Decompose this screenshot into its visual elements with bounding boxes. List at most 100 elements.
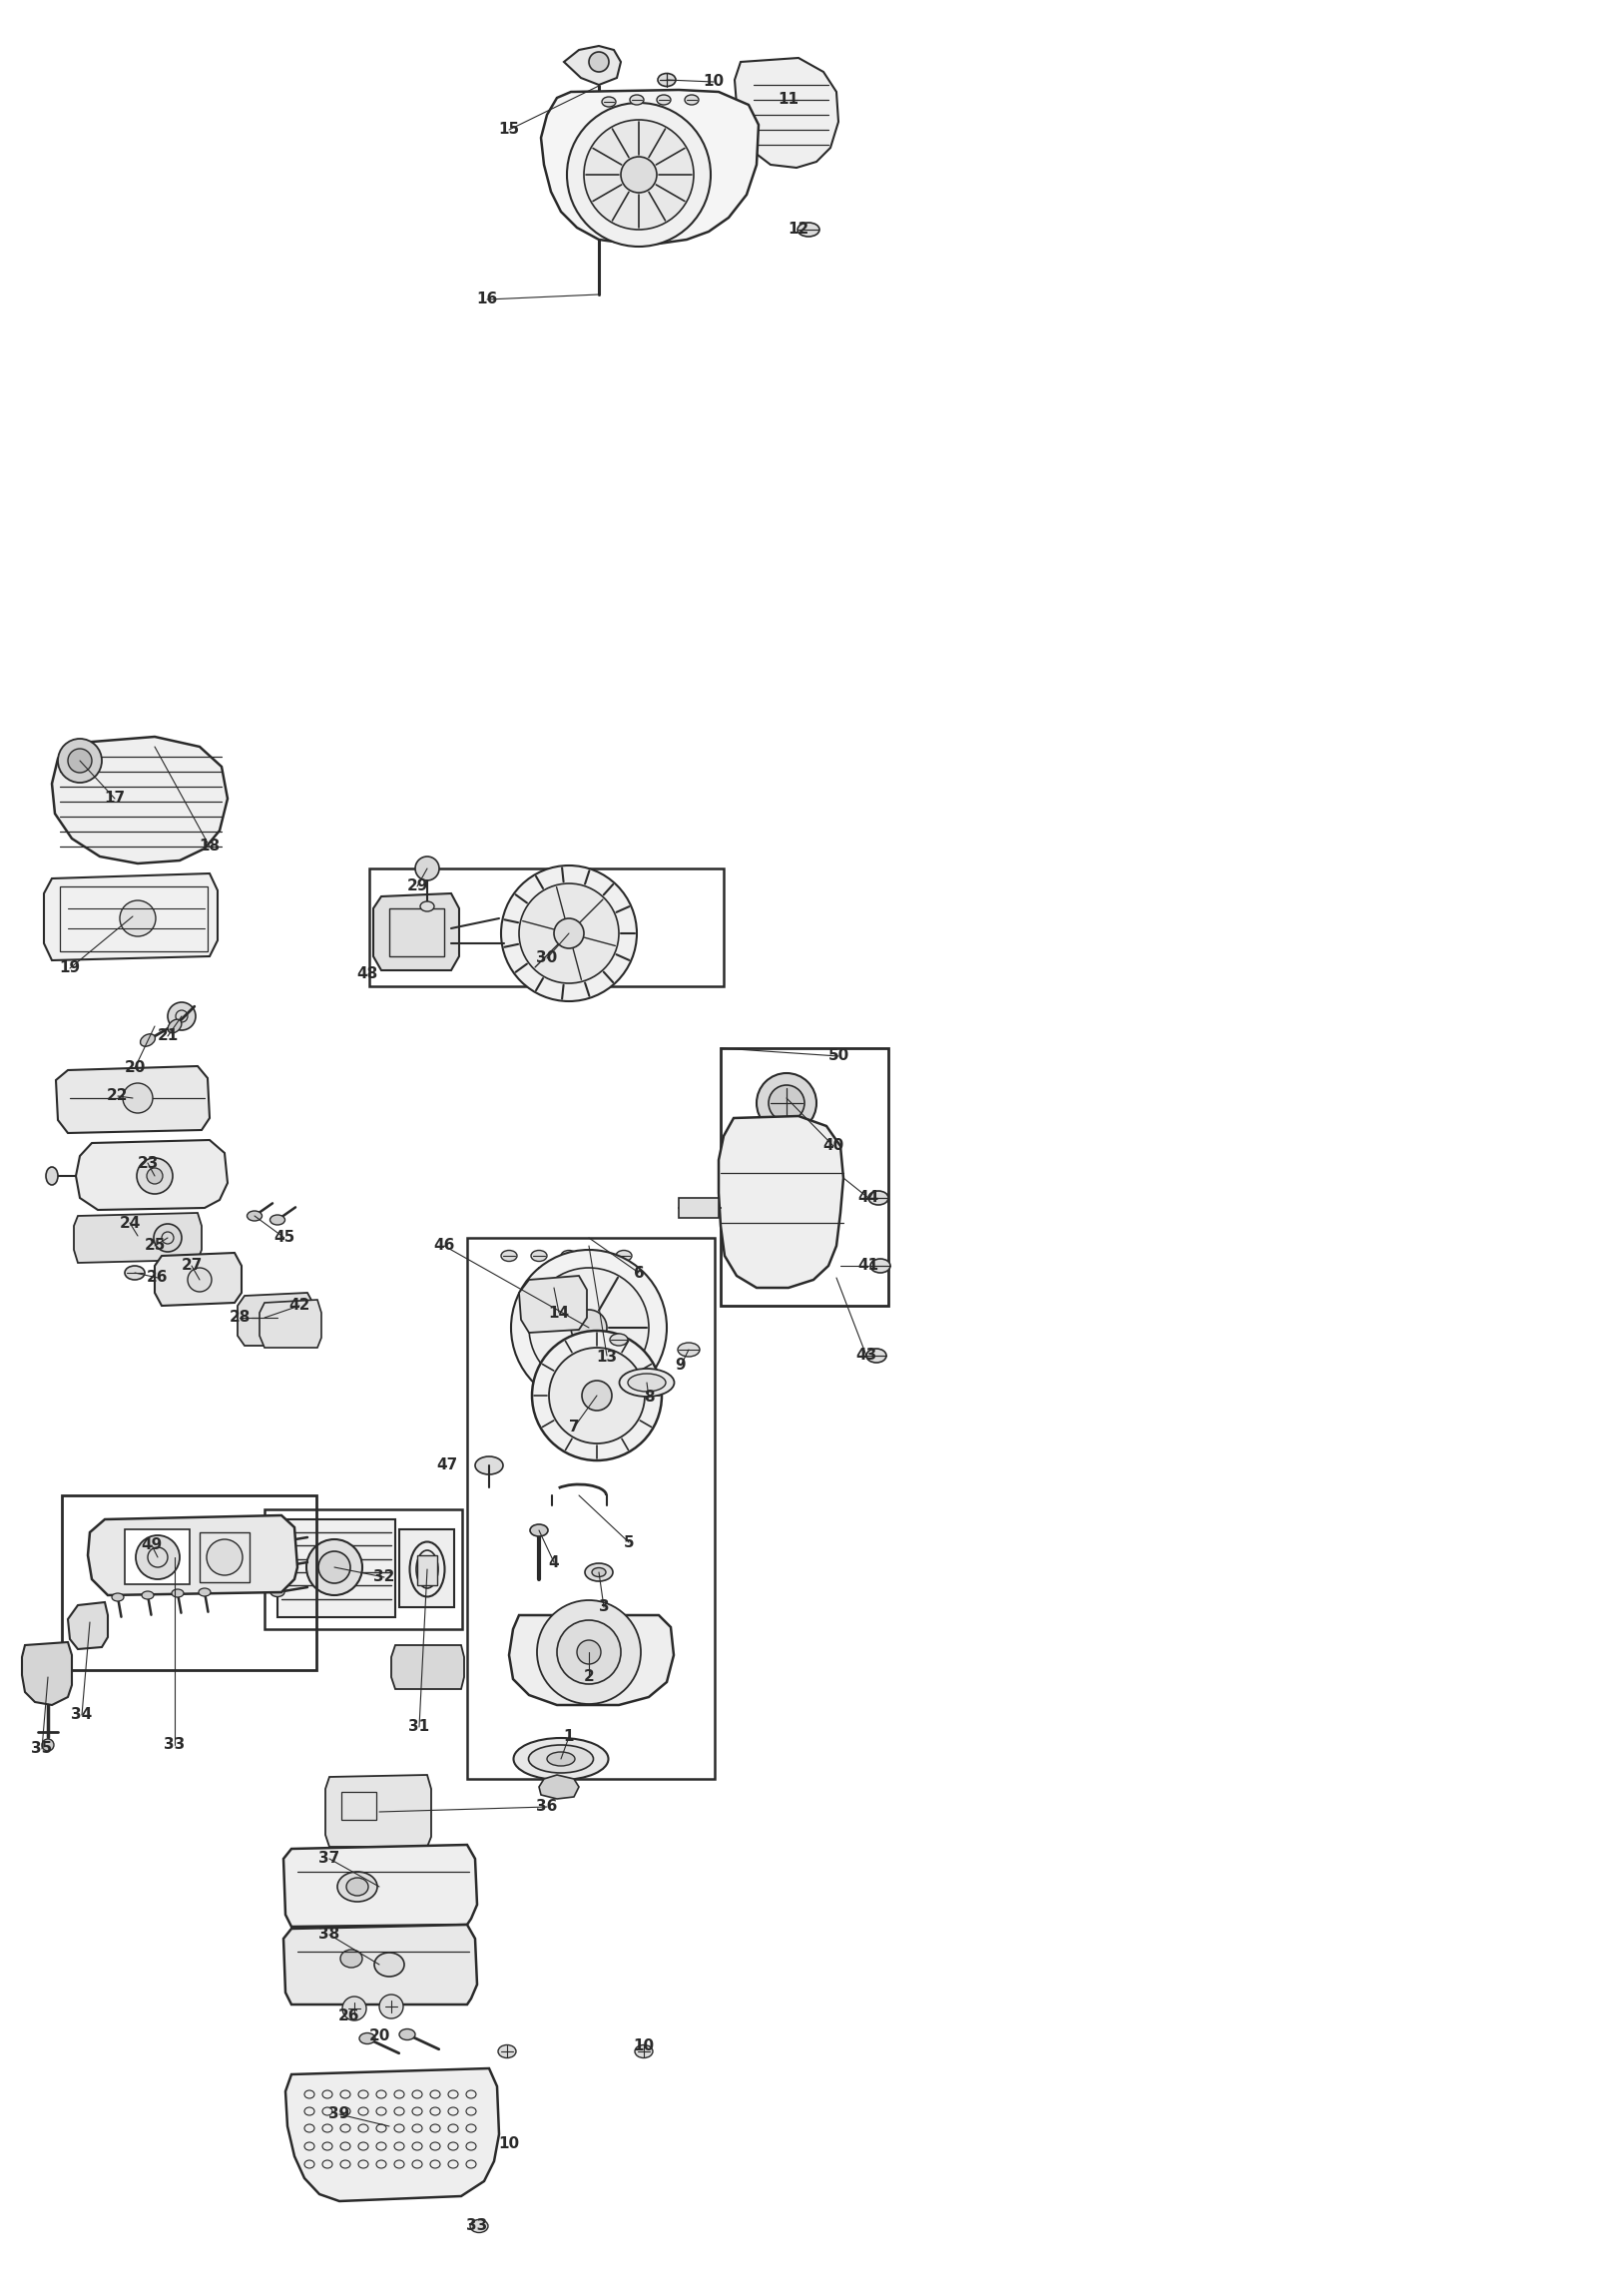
- Polygon shape: [22, 1642, 72, 1706]
- Text: 40: 40: [822, 1139, 845, 1153]
- Text: 24: 24: [120, 1215, 141, 1231]
- Bar: [390, 909, 444, 957]
- Ellipse shape: [585, 1564, 613, 1582]
- Text: 43: 43: [856, 1348, 877, 1364]
- Polygon shape: [540, 1775, 578, 1798]
- Circle shape: [168, 1003, 195, 1031]
- Bar: [265, 1508, 462, 1630]
- Ellipse shape: [628, 1373, 666, 1391]
- Text: 28: 28: [228, 1311, 251, 1325]
- Ellipse shape: [616, 1251, 632, 1261]
- Polygon shape: [286, 2069, 498, 2202]
- Ellipse shape: [270, 1215, 284, 1224]
- Ellipse shape: [589, 1251, 605, 1261]
- Circle shape: [589, 53, 608, 71]
- Circle shape: [42, 1738, 54, 1752]
- Polygon shape: [284, 1924, 478, 2004]
- Polygon shape: [529, 1265, 589, 1318]
- Circle shape: [554, 918, 585, 948]
- Text: 25: 25: [144, 1238, 166, 1254]
- Bar: [399, 1529, 454, 1607]
- Text: 26: 26: [147, 1270, 168, 1286]
- Ellipse shape: [866, 1348, 886, 1362]
- Ellipse shape: [347, 1878, 369, 1896]
- Text: 2: 2: [583, 1669, 594, 1685]
- Text: 5: 5: [623, 1534, 634, 1550]
- Text: 35: 35: [32, 1740, 53, 1756]
- Circle shape: [567, 103, 711, 246]
- Ellipse shape: [530, 1525, 548, 1536]
- Ellipse shape: [656, 94, 671, 106]
- Polygon shape: [45, 872, 217, 960]
- Ellipse shape: [869, 1192, 888, 1205]
- Text: 33: 33: [466, 2218, 487, 2234]
- Polygon shape: [259, 1300, 321, 1348]
- Text: 30: 30: [537, 951, 557, 967]
- Text: 27: 27: [180, 1258, 203, 1274]
- Text: 10: 10: [634, 2039, 655, 2055]
- Circle shape: [557, 1621, 621, 1683]
- Circle shape: [57, 739, 102, 783]
- Text: 39: 39: [329, 2108, 350, 2122]
- Text: 26: 26: [339, 2009, 359, 2025]
- Text: 45: 45: [273, 1231, 295, 1244]
- Ellipse shape: [46, 1166, 57, 1185]
- Ellipse shape: [592, 1568, 605, 1577]
- Polygon shape: [374, 893, 460, 971]
- Circle shape: [67, 748, 93, 774]
- Text: 9: 9: [676, 1359, 687, 1373]
- Ellipse shape: [677, 1343, 699, 1357]
- Text: 50: 50: [827, 1049, 850, 1063]
- Polygon shape: [564, 46, 621, 85]
- Ellipse shape: [685, 94, 699, 106]
- Text: 16: 16: [476, 292, 498, 308]
- Ellipse shape: [168, 1019, 182, 1033]
- Polygon shape: [155, 1254, 241, 1306]
- Bar: [369, 868, 723, 987]
- Bar: [62, 1495, 316, 1669]
- Bar: [417, 1554, 438, 1584]
- Bar: [125, 1529, 190, 1584]
- Text: 44: 44: [858, 1189, 878, 1205]
- Ellipse shape: [561, 1251, 577, 1261]
- Ellipse shape: [172, 1589, 184, 1598]
- Polygon shape: [391, 1646, 465, 1690]
- Ellipse shape: [198, 1589, 211, 1596]
- Text: 42: 42: [289, 1297, 310, 1313]
- Text: 21: 21: [157, 1029, 179, 1045]
- Polygon shape: [56, 1065, 209, 1132]
- Ellipse shape: [658, 73, 676, 87]
- Text: 29: 29: [407, 879, 428, 893]
- Polygon shape: [679, 1199, 719, 1217]
- Ellipse shape: [870, 1258, 891, 1272]
- Polygon shape: [73, 1212, 201, 1263]
- Circle shape: [511, 1249, 668, 1405]
- Circle shape: [585, 119, 693, 230]
- Ellipse shape: [420, 902, 434, 912]
- Polygon shape: [51, 737, 228, 863]
- Circle shape: [415, 856, 439, 879]
- Text: 10: 10: [498, 2138, 519, 2151]
- Polygon shape: [541, 90, 759, 243]
- Ellipse shape: [620, 1368, 674, 1396]
- Text: 34: 34: [72, 1708, 93, 1722]
- Polygon shape: [326, 1775, 431, 1846]
- Bar: [200, 1531, 249, 1582]
- Ellipse shape: [270, 1538, 284, 1548]
- Text: 18: 18: [200, 838, 220, 854]
- Text: 13: 13: [596, 1350, 618, 1366]
- Polygon shape: [238, 1293, 315, 1345]
- Text: 12: 12: [787, 223, 810, 236]
- Text: 15: 15: [498, 122, 519, 138]
- Text: 3: 3: [599, 1600, 608, 1614]
- Circle shape: [549, 1348, 645, 1444]
- Circle shape: [147, 1169, 163, 1185]
- Text: 10: 10: [703, 73, 723, 90]
- Ellipse shape: [530, 1251, 546, 1261]
- Text: 20: 20: [369, 2030, 390, 2043]
- Polygon shape: [519, 1277, 588, 1332]
- Ellipse shape: [476, 1456, 503, 1474]
- Text: 38: 38: [319, 1926, 340, 1942]
- Ellipse shape: [546, 1752, 575, 1766]
- Circle shape: [137, 1157, 172, 1194]
